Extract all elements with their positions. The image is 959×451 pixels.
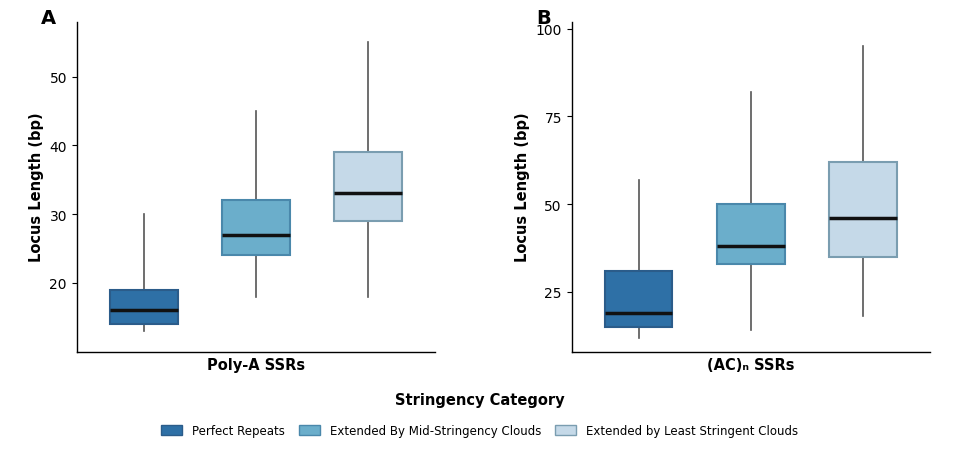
Text: B: B xyxy=(536,9,550,28)
Text: Stringency Category: Stringency Category xyxy=(395,392,564,407)
Bar xyxy=(830,163,897,257)
X-axis label: (AC)ₙ SSRs: (AC)ₙ SSRs xyxy=(707,357,795,372)
X-axis label: Poly-A SSRs: Poly-A SSRs xyxy=(207,357,305,372)
Bar xyxy=(222,201,290,256)
Y-axis label: Locus Length (bp): Locus Length (bp) xyxy=(515,112,530,262)
Legend: Perfect Repeats, Extended By Mid-Stringency Clouds, Extended by Least Stringent : Perfect Repeats, Extended By Mid-Stringe… xyxy=(157,421,802,441)
Text: A: A xyxy=(41,9,56,28)
Bar xyxy=(717,205,784,264)
Bar xyxy=(335,153,402,221)
Bar xyxy=(110,290,177,324)
Y-axis label: Locus Length (bp): Locus Length (bp) xyxy=(29,112,44,262)
Bar xyxy=(605,271,672,327)
